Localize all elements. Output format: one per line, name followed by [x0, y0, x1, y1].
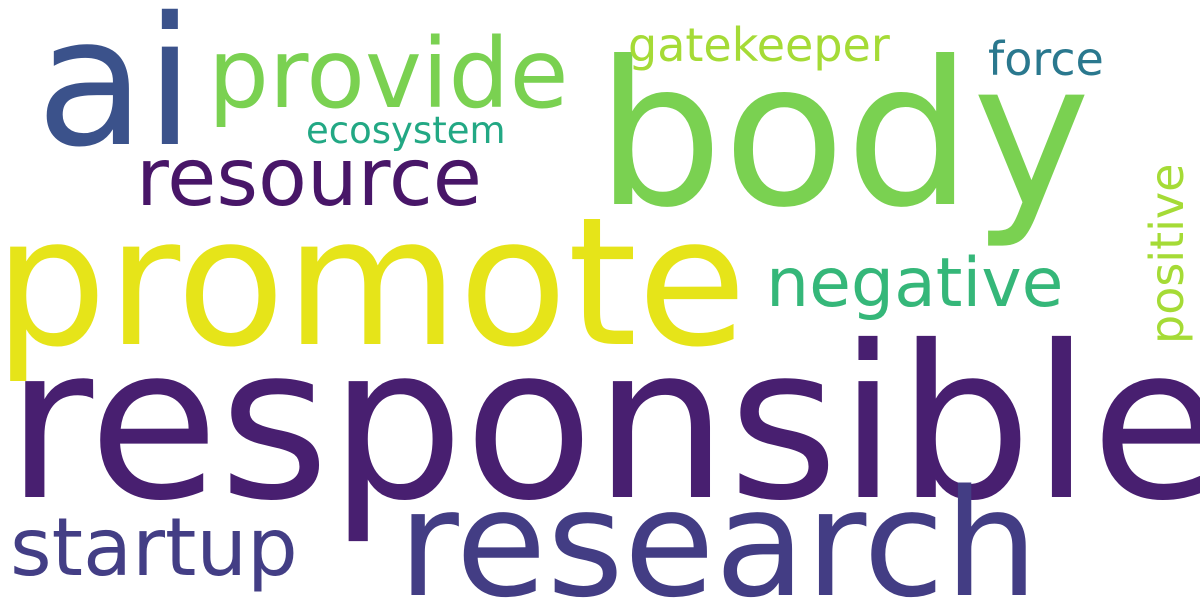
word-startup: startup: [10, 501, 298, 594]
word-responsible: responsible: [6, 300, 1200, 547]
word-positive: positive: [1140, 163, 1194, 344]
word-ecosystem: ecosystem: [306, 109, 506, 152]
word-gatekeeper: gatekeeper: [628, 18, 890, 72]
word-provide: provide: [208, 18, 569, 130]
word-force: force: [988, 32, 1104, 86]
word-ai: ai: [36, 0, 195, 186]
word-body: body: [596, 19, 1091, 252]
word-resource: resource: [136, 131, 483, 224]
word-research: research: [398, 458, 1039, 600]
word-promote: promote: [0, 179, 747, 386]
word-negative: negative: [766, 244, 1064, 323]
